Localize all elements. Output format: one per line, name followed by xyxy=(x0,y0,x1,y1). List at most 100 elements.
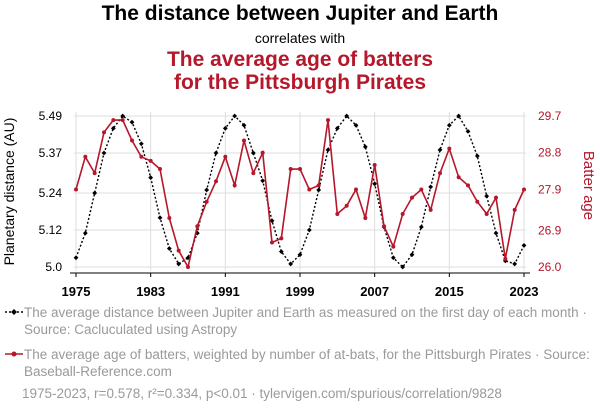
data-point-jupiter xyxy=(493,230,499,236)
data-point-jupiter xyxy=(157,215,163,221)
y-left-tick-label: 5.37 xyxy=(39,146,63,160)
data-point-batters xyxy=(167,216,172,221)
chart-title-secondary: The average age of batters for the Pitts… xyxy=(0,48,600,94)
data-point-jupiter xyxy=(390,255,396,261)
data-point-batters xyxy=(270,240,274,245)
chart-title-secondary-line2: for the Pittsburgh Pirates xyxy=(173,71,427,94)
data-point-batters xyxy=(344,203,349,208)
data-point-jupiter xyxy=(73,255,79,261)
data-point-batters xyxy=(214,179,218,184)
data-point-jupiter xyxy=(148,175,154,181)
data-point-jupiter xyxy=(344,113,350,119)
data-point-jupiter xyxy=(92,190,98,196)
data-point-batters xyxy=(242,138,246,143)
legend-label-batters: The average age of batters, weighted by … xyxy=(24,347,590,379)
chart-subtitle: correlates with xyxy=(254,30,346,46)
data-point-batters xyxy=(204,199,209,204)
legend-symbol-jupiter xyxy=(5,309,23,315)
x-tick-label: 2007 xyxy=(360,284,389,299)
data-point-batters xyxy=(92,171,97,176)
data-point-jupiter xyxy=(437,147,443,153)
y-left-tick-label: 5.24 xyxy=(39,186,63,200)
data-point-jupiter xyxy=(278,249,284,254)
data-point-batters xyxy=(83,154,88,159)
data-point-batters xyxy=(466,183,470,188)
data-point-jupiter xyxy=(110,125,116,131)
data-point-batters xyxy=(148,158,153,163)
data-point-batters xyxy=(335,211,340,216)
y-right-axis-title: Batter age xyxy=(580,151,597,220)
data-point-batters xyxy=(354,187,358,192)
data-point-jupiter xyxy=(176,261,182,267)
x-tick-label: 2015 xyxy=(435,284,464,299)
data-point-batters xyxy=(447,146,452,151)
data-point-batters xyxy=(139,154,144,159)
data-point-jupiter xyxy=(241,122,247,128)
data-point-batters xyxy=(372,162,377,167)
data-point-batters xyxy=(512,207,517,212)
data-point-batters xyxy=(279,236,284,241)
data-point-batters xyxy=(410,195,414,200)
data-point-jupiter xyxy=(204,187,210,193)
data-point-jupiter xyxy=(129,119,135,125)
data-point-jupiter xyxy=(138,141,144,147)
data-point-batters xyxy=(186,265,190,269)
legend-label-jupiter: The average distance between Jupiter and… xyxy=(24,305,587,337)
y-left-tick-label: 5.12 xyxy=(39,223,63,237)
data-point-batters xyxy=(475,199,480,204)
data-point-jupiter xyxy=(213,150,219,156)
data-point-batters xyxy=(176,248,181,253)
data-point-jupiter xyxy=(474,153,480,159)
data-point-jupiter xyxy=(456,113,462,119)
data-point-jupiter xyxy=(465,129,471,134)
data-point-batters xyxy=(438,171,442,176)
data-point-jupiter xyxy=(521,243,527,248)
data-point-batters xyxy=(111,118,116,123)
data-point-jupiter xyxy=(446,122,452,128)
data-point-batters xyxy=(400,211,405,216)
data-point-jupiter xyxy=(297,252,303,258)
data-point-batters xyxy=(102,130,106,135)
data-point-jupiter xyxy=(409,252,415,258)
data-point-batters xyxy=(298,167,302,172)
data-point-jupiter xyxy=(306,227,312,233)
data-point-jupiter xyxy=(316,187,322,193)
data-point-jupiter xyxy=(400,264,406,270)
data-point-jupiter xyxy=(372,181,378,187)
data-point-jupiter xyxy=(166,246,172,251)
data-point-batters xyxy=(456,175,461,180)
data-point-batters xyxy=(494,195,498,200)
data-point-batters xyxy=(428,207,433,212)
data-point-batters xyxy=(120,118,125,123)
data-point-jupiter xyxy=(325,147,331,153)
data-point-batters xyxy=(260,150,265,155)
x-tick-label: 2023 xyxy=(510,284,539,299)
y-right-tick-label: 28.8 xyxy=(538,146,562,160)
data-point-batters xyxy=(503,256,508,261)
y-right-tick-label: 26.0 xyxy=(538,260,562,274)
legend-item-batters: The average age of batters, weighted by … xyxy=(4,346,594,382)
data-point-jupiter xyxy=(232,113,238,119)
data-point-batters xyxy=(130,138,134,143)
y-right-tick-label: 26.9 xyxy=(538,223,562,237)
y-left-tick-label: 5.49 xyxy=(39,109,63,123)
data-point-jupiter xyxy=(250,150,256,156)
y-right-tick-label: 29.7 xyxy=(538,109,562,123)
x-tick-label: 1983 xyxy=(136,284,165,299)
data-point-batters xyxy=(316,183,321,188)
data-point-batters xyxy=(232,183,237,188)
chart-footer: 1975-2023, r=0.578, r²=0.334, p<0.01 · t… xyxy=(22,386,502,401)
y-left-axis-title: Planetary distance (AU) xyxy=(1,118,17,266)
chart-title-secondary-line1: The average age of batters xyxy=(166,48,434,71)
data-point-jupiter xyxy=(484,193,490,199)
data-point-batters xyxy=(484,211,489,216)
data-point-batters xyxy=(326,118,330,123)
data-point-jupiter xyxy=(334,125,340,131)
data-point-jupiter xyxy=(362,144,368,150)
y-right-tick-label: 27.9 xyxy=(538,182,562,196)
data-point-batters xyxy=(363,216,368,221)
x-tick-label: 1991 xyxy=(211,284,240,299)
data-point-jupiter xyxy=(353,122,359,128)
chart-title: The distance between Jupiter and Earth xyxy=(101,2,499,25)
x-tick-label: 1999 xyxy=(286,284,315,299)
